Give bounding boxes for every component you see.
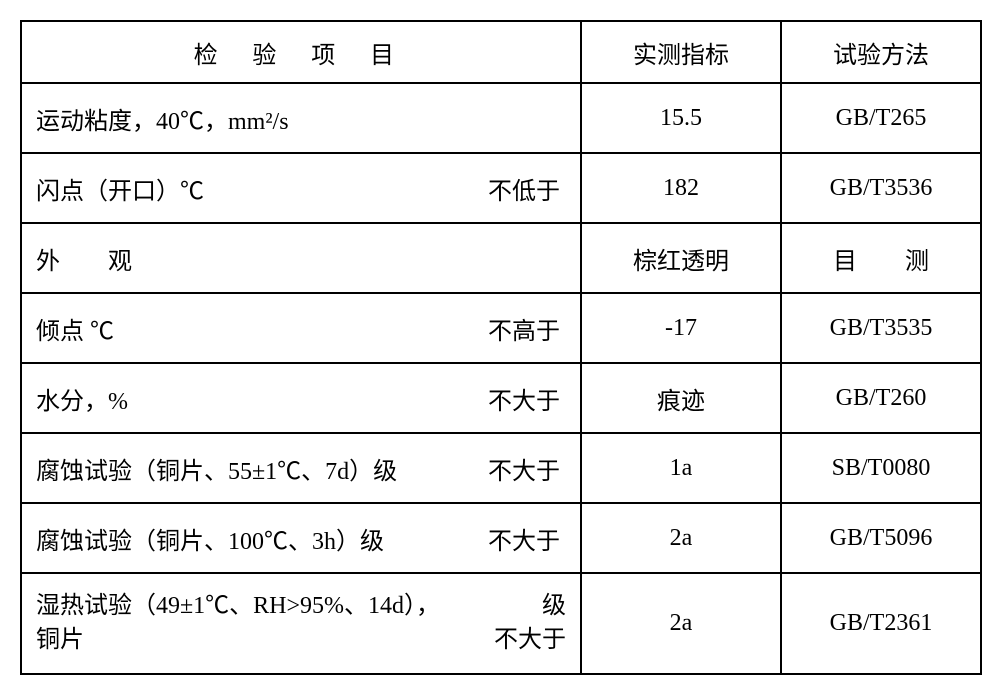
item-cell: 闪点（开口）℃ 不低于 xyxy=(21,153,581,223)
method-value: GB/T260 xyxy=(836,385,927,412)
measured-value: 棕红透明 xyxy=(633,241,729,276)
method-cell: GB/T5096 xyxy=(781,503,981,573)
item-cell: 湿热试验（49±1℃、RH>95%、14d），铜片 级不大于 xyxy=(21,573,581,674)
table-row: 外 观 棕红透明 目 测 xyxy=(21,223,981,293)
header-item-label: 检 验 项 目 xyxy=(194,43,409,69)
item-right: 不低于 xyxy=(488,171,566,206)
measured-value: 痕迹 xyxy=(657,381,705,416)
item-cell: 腐蚀试验（铜片、55±1℃、7d）级 不大于 xyxy=(21,433,581,503)
spec-table: 检 验 项 目 实测指标 试验方法 运动粘度，40℃，mm²/s 15.5 GB/T… xyxy=(20,20,982,675)
item-left: 闪点（开口）℃ xyxy=(36,171,204,206)
method-cell: GB/T2361 xyxy=(781,573,981,674)
header-measured-label: 实测指标 xyxy=(633,43,729,69)
item-right: 不大于 xyxy=(488,521,566,556)
method-value: SB/T0080 xyxy=(832,455,931,482)
header-method: 试验方法 xyxy=(781,21,981,83)
item-left-line2: 铜片 xyxy=(36,624,440,658)
item-right: 不大于 xyxy=(488,381,566,416)
measured-value: -17 xyxy=(665,315,697,342)
method-value: GB/T2361 xyxy=(830,610,933,637)
measured-value: 15.5 xyxy=(660,105,702,132)
item-cell: 外 观 xyxy=(21,223,581,293)
header-method-label: 试验方法 xyxy=(833,43,929,69)
measured-cell: 痕迹 xyxy=(581,363,781,433)
method-value: GB/T265 xyxy=(836,105,927,132)
measured-cell: -17 xyxy=(581,293,781,363)
table-row: 倾点 ℃ 不高于 -17 GB/T3535 xyxy=(21,293,981,363)
measured-value: 1a xyxy=(670,455,693,482)
measured-cell: 棕红透明 xyxy=(581,223,781,293)
method-cell: GB/T3535 xyxy=(781,293,981,363)
method-cell: SB/T0080 xyxy=(781,433,981,503)
measured-cell: 2a xyxy=(581,573,781,674)
method-cell: 目 测 xyxy=(781,223,981,293)
item-left: 外 观 xyxy=(36,241,132,276)
item-right: 不高于 xyxy=(488,311,566,346)
item-left: 水分，% xyxy=(36,381,128,416)
item-left: 运动粘度，40℃，mm²/s xyxy=(36,101,289,136)
method-cell: GB/T3536 xyxy=(781,153,981,223)
measured-cell: 15.5 xyxy=(581,83,781,153)
item-cell: 运动粘度，40℃，mm²/s xyxy=(21,83,581,153)
item-cell: 腐蚀试验（铜片、100℃、3h）级 不大于 xyxy=(21,503,581,573)
measured-value: 2a xyxy=(670,525,693,552)
table-row: 腐蚀试验（铜片、100℃、3h）级 不大于 2a GB/T5096 xyxy=(21,503,981,573)
measured-value: 182 xyxy=(663,175,699,202)
item-right: 不大于 xyxy=(488,451,566,486)
item-left-line1: 湿热试验（49±1℃、RH>95%、14d）， xyxy=(36,590,440,624)
table-row: 运动粘度，40℃，mm²/s 15.5 GB/T265 xyxy=(21,83,981,153)
method-value: GB/T3536 xyxy=(830,175,933,202)
header-measured: 实测指标 xyxy=(581,21,781,83)
header-item: 检 验 项 目 xyxy=(21,21,581,83)
method-cell: GB/T265 xyxy=(781,83,981,153)
method-value: GB/T3535 xyxy=(830,315,933,342)
item-right-line2: 不大于 xyxy=(494,624,566,658)
measured-cell: 182 xyxy=(581,153,781,223)
table-row: 水分，% 不大于 痕迹 GB/T260 xyxy=(21,363,981,433)
measured-cell: 2a xyxy=(581,503,781,573)
method-value: GB/T5096 xyxy=(830,525,933,552)
table-body: 运动粘度，40℃，mm²/s 15.5 GB/T265 闪点（开口）℃ 不低于 182 GB… xyxy=(21,83,981,674)
item-cell: 水分，% 不大于 xyxy=(21,363,581,433)
table-row: 湿热试验（49±1℃、RH>95%、14d），铜片 级不大于 2a GB/T2361 xyxy=(21,573,981,674)
method-cell: GB/T260 xyxy=(781,363,981,433)
item-left: 腐蚀试验（铜片、55±1℃、7d）级 xyxy=(36,451,397,486)
measured-cell: 1a xyxy=(581,433,781,503)
item-left: 倾点 ℃ xyxy=(36,311,114,346)
item-left: 腐蚀试验（铜片、100℃、3h）级 xyxy=(36,521,384,556)
header-row: 检 验 项 目 实测指标 试验方法 xyxy=(21,21,981,83)
method-value: 目 测 xyxy=(833,241,929,276)
table-row: 腐蚀试验（铜片、55±1℃、7d）级 不大于 1a SB/T0080 xyxy=(21,433,981,503)
item-right-line1: 级 xyxy=(542,590,566,624)
table-row: 闪点（开口）℃ 不低于 182 GB/T3536 xyxy=(21,153,981,223)
item-cell: 倾点 ℃ 不高于 xyxy=(21,293,581,363)
measured-value: 2a xyxy=(670,610,693,637)
